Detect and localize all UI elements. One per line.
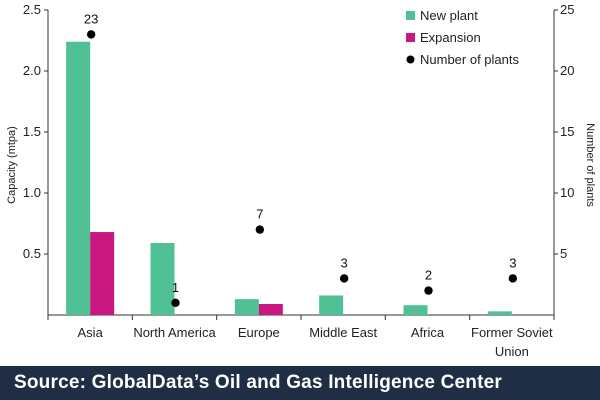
plant-count-label: 3	[341, 255, 348, 270]
bar-new-plant	[66, 41, 91, 315]
plant-count-label: 7	[256, 207, 263, 222]
y-tick-label: 2.0	[23, 63, 41, 78]
y2-tick-label: 10	[560, 185, 574, 200]
plant-count-point	[171, 298, 180, 307]
y-tick-label: 1.0	[23, 185, 41, 200]
plant-count-point	[424, 286, 433, 295]
y2-tick-label: 25	[560, 2, 574, 17]
y2-tick-label: 20	[560, 63, 574, 78]
source-footer: Source: GlobalData’s Oil and Gas Intelli…	[0, 366, 600, 400]
x-category-label: Union	[495, 344, 529, 359]
plant-count-label: 3	[509, 255, 516, 270]
plant-count-point	[86, 30, 96, 39]
bar-new-plant	[234, 299, 259, 315]
x-category-label: Europe	[238, 325, 280, 340]
y2-tick-label: 5	[560, 246, 567, 261]
y-tick-label: 2.5	[23, 2, 41, 17]
x-category-label: Former Soviet	[471, 325, 553, 340]
bar-new-plant	[487, 311, 512, 315]
bar-expansion	[258, 304, 283, 315]
capacity-chart: Capacity (mtpa) Number of plants 0.5 1.0 1…	[6, 2, 596, 359]
bar-expansion	[90, 232, 115, 315]
source-text: Source: GlobalData’s Oil and Gas Intelli…	[14, 372, 502, 393]
y2-tick-label: 15	[560, 124, 574, 139]
plant-count-point	[255, 225, 265, 234]
legend-label-number-of-plants: Number of plants	[420, 52, 519, 67]
y-tick-label: 0.5	[23, 246, 41, 261]
bar-new-plant	[403, 305, 428, 315]
x-category-label: North America	[133, 325, 216, 340]
legend-swatch-new-plant	[406, 11, 415, 20]
legend: New plant Expansion Number of plants	[406, 8, 519, 67]
legend-marker-number-of-plants	[406, 55, 415, 64]
y2-axis-title: Number of plants	[584, 123, 596, 207]
x-category-label: Asia	[78, 325, 104, 340]
legend-swatch-expansion	[406, 33, 415, 42]
x-category-label: Middle East	[309, 325, 377, 340]
y-tick-label: 1.5	[23, 124, 41, 139]
bar-new-plant	[150, 243, 175, 315]
x-category-label: Africa	[411, 325, 445, 340]
plant-count-label: 23	[84, 11, 98, 26]
plant-count-point	[339, 274, 349, 283]
bar-new-plant	[319, 295, 344, 315]
plant-count-label: 2	[425, 268, 432, 283]
plant-count-label: 1	[172, 280, 179, 295]
legend-label-expansion: Expansion	[420, 30, 481, 45]
legend-label-new-plant: New plant	[420, 8, 478, 23]
plant-count-point	[508, 274, 518, 283]
y-axis-title: Capacity (mtpa)	[6, 126, 18, 204]
